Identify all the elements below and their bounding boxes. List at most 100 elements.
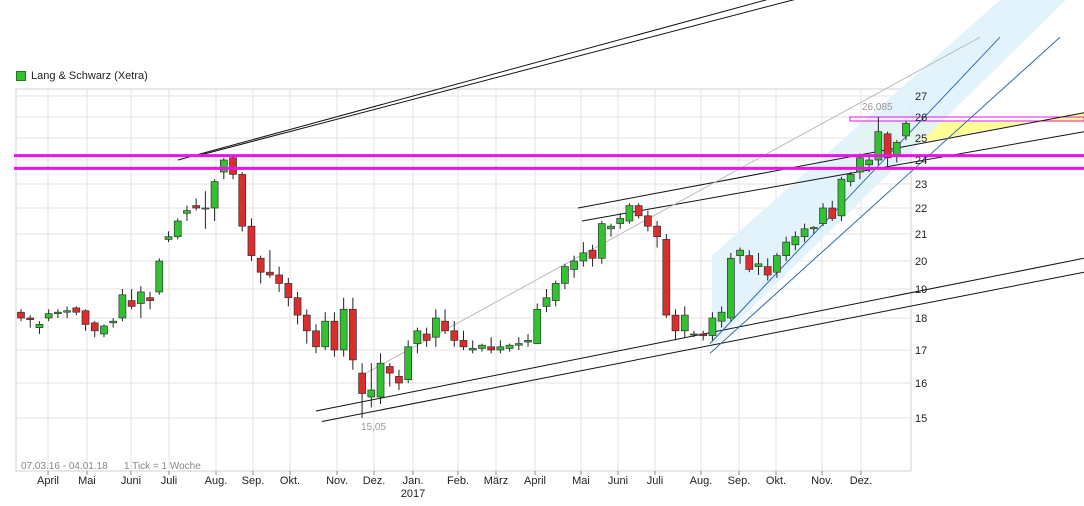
candle-body: [892, 142, 901, 156]
upper-channel-1: [177, 0, 768, 161]
steep-channel-2: [709, 36, 1061, 354]
candle-body: [238, 174, 247, 227]
candle-body: [81, 310, 90, 325]
candle-body: [275, 274, 283, 284]
candle-body: [726, 257, 735, 319]
candle-body: [809, 227, 818, 230]
candle-body: [588, 249, 597, 259]
candle-body: [570, 260, 578, 270]
candle-body: [782, 241, 791, 256]
candle-body: [173, 220, 182, 238]
candle-body: [90, 322, 99, 332]
candle-body: [201, 207, 210, 210]
y-axis: 15 16 17 18 19 20 21 22 23 24 25 26 27: [915, 91, 927, 425]
candle-body: [597, 223, 606, 259]
candle-body: [367, 389, 376, 398]
candle-body: [542, 297, 551, 307]
candle-body: [856, 157, 864, 173]
candle-body: [155, 260, 164, 293]
legend-label: Lang & Schwarz (Xetra): [31, 70, 148, 82]
candle-body: [413, 330, 422, 344]
x-axis: April Mai Juni Juli Aug. Sep. Okt. Nov. Dez. Jan.…: [37, 471, 872, 500]
candle-body: [164, 236, 173, 240]
candle-body: [339, 308, 348, 351]
candle-body: [708, 317, 717, 336]
candle-body: [404, 346, 413, 381]
candle-body: [524, 340, 532, 343]
candle-body: [459, 340, 468, 348]
candle-body: [293, 297, 302, 316]
candle-body: [229, 157, 237, 175]
y-tick-label: 22: [915, 203, 927, 215]
footer-range: 07.03.16 - 04.01.18: [21, 461, 108, 472]
candle-body: [17, 311, 25, 319]
annotation-high: 26,085: [862, 102, 893, 113]
candle-body: [183, 210, 191, 214]
candle-body: [644, 215, 652, 227]
legend-swatch: [16, 71, 26, 81]
candle-body: [514, 343, 523, 346]
y-tick-label: 23: [915, 179, 927, 191]
x-year-label: 2017: [401, 488, 425, 500]
candle-body: [284, 283, 293, 299]
candle-body: [791, 236, 800, 246]
candle-body: [192, 205, 201, 209]
y-tick-label: 15: [915, 413, 927, 425]
candle-body: [63, 310, 71, 313]
plot-frame: [15, 88, 912, 472]
candle-body: [625, 205, 634, 222]
candle-body: [874, 131, 883, 161]
x-tick-label: Juli: [647, 475, 664, 487]
candle-body: [819, 207, 827, 224]
y-tick-label: 19: [915, 284, 927, 296]
candle-body: [865, 159, 873, 166]
candle-body: [800, 228, 809, 238]
candle-body: [846, 174, 855, 182]
candle-body: [551, 283, 560, 301]
candle-body: [487, 346, 496, 351]
candle-body: [100, 325, 108, 335]
candle-body: [653, 225, 661, 238]
candle-body: [902, 122, 910, 137]
candle-body: [349, 308, 357, 361]
y-tick-label: 25: [915, 133, 927, 145]
x-tick-label: April: [524, 475, 546, 487]
y-tick-label: 24: [915, 155, 927, 167]
candle-body: [745, 255, 754, 270]
y-tick-label: 16: [915, 378, 927, 390]
resistance-lines: [14, 154, 1084, 170]
candle-body: [533, 308, 542, 344]
candle-body: [717, 311, 726, 322]
y-tick-label: 17: [915, 345, 927, 357]
candle-body: [505, 344, 514, 349]
candle-body: [26, 317, 35, 320]
x-tick-label: April: [37, 475, 59, 487]
x-tick-label: Sep.: [242, 475, 265, 487]
x-tick-label: Nov.: [811, 475, 833, 487]
x-tick-label: Juli: [161, 475, 178, 487]
x-tick-label: Aug.: [205, 475, 228, 487]
candle-body: [607, 225, 615, 230]
candle-body: [478, 344, 486, 349]
candle-body: [44, 313, 53, 319]
x-tick-label: Feb.: [447, 475, 469, 487]
candle-body: [736, 249, 744, 256]
x-tick-label: Dez.: [850, 475, 873, 487]
x-tick-label: Nov.: [326, 475, 348, 487]
thin-trend: [359, 36, 981, 377]
candle-body: [828, 207, 837, 219]
candle-body: [431, 317, 440, 338]
candle-body: [422, 333, 431, 341]
candle-body: [579, 252, 588, 262]
x-tick-label: Mai: [78, 475, 96, 487]
x-tick-label: Mai: [572, 475, 590, 487]
candle-body: [468, 348, 477, 351]
candle-body: [699, 333, 708, 336]
x-tick-label: Jan.: [403, 475, 424, 487]
candle-body: [247, 225, 256, 256]
low-trend-2: [321, 271, 1084, 422]
grid: [15, 88, 912, 472]
candle-body: [35, 324, 44, 328]
candle-body: [118, 294, 127, 319]
